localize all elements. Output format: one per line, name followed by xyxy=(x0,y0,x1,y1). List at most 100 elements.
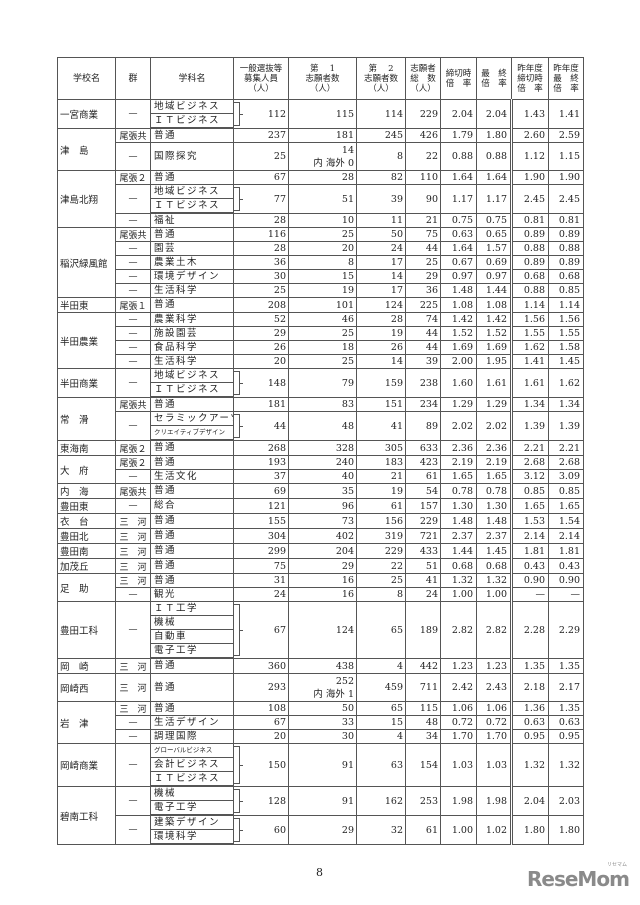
prev-final-ratio-cell: 0.63 xyxy=(548,715,584,730)
total-applicants-cell: 189 xyxy=(405,601,441,659)
header-first-choice: 第 1 志願者数 （人） xyxy=(288,57,357,100)
capacity-cell: 20 xyxy=(233,729,289,744)
header-prev-final-ratio: 昨年度 最 終 倍 率 xyxy=(548,57,584,100)
header-deadline-ratio: 締切時 倍 率 xyxy=(440,57,477,100)
total-applicants-cell: 633 xyxy=(405,440,441,456)
group-cell: — xyxy=(115,715,151,730)
table-row: — 調理国際 20 30 4 34 1.70 1.70 0.95 0.95 xyxy=(58,729,584,744)
total-applicants-cell: 21 xyxy=(405,213,441,228)
deadline-ratio-cell: 1.98 xyxy=(440,786,477,816)
total-applicants-cell: 74 xyxy=(405,312,441,327)
school-name: 碧南工科 xyxy=(57,786,116,845)
table-row: — 環境デザイン 30 15 14 29 0.97 0.97 0.68 0.68 xyxy=(58,269,584,284)
department-name: 生活科学 xyxy=(154,285,199,296)
capacity-cell: 121 xyxy=(233,498,289,514)
second-choice-cell: 82 xyxy=(356,170,406,185)
table-row: 加茂丘三 河普通 75 29 22 51 0.68 0.68 0.43 0.43 xyxy=(57,558,584,574)
deadline-ratio-cell: 1.42 xyxy=(440,312,477,327)
prev-final-ratio-cell: 2.59 xyxy=(548,128,584,143)
capacity-cell: 75 xyxy=(233,558,289,574)
first-choice-cell: 25 xyxy=(288,354,357,369)
final-ratio-cell: 0.65 xyxy=(476,227,513,242)
first-choice-cell: 16 xyxy=(288,573,357,588)
total-applicants-cell: 22 xyxy=(405,142,441,171)
department-cell: 機械 電子工学 xyxy=(150,786,243,816)
first-choice-value: 14 xyxy=(341,144,354,156)
group-cell: 三 河 xyxy=(115,528,151,544)
department-name: 調理国際 xyxy=(154,731,199,742)
group-cell: — xyxy=(115,241,151,256)
table-row: 内 海尾張共 普通 69 35 19 54 0.78 0.78 0.85 0.85 xyxy=(57,483,584,499)
department-cell: 地域ビジネス ＩＴビジネス xyxy=(150,99,243,129)
second-choice-cell: 22 xyxy=(356,558,406,574)
deadline-ratio-cell: 0.97 xyxy=(440,269,477,284)
group-cell: — xyxy=(115,255,151,270)
deadline-ratio-cell: 2.00 xyxy=(440,354,477,369)
prev-deadline-ratio-cell: 0.89 xyxy=(511,255,549,270)
second-choice-cell: 61 xyxy=(356,498,406,514)
group-cell: 三 河 xyxy=(115,543,151,559)
final-ratio-cell: 0.75 xyxy=(476,213,513,228)
final-ratio-cell: 2.82 xyxy=(476,601,513,659)
group-cell: — xyxy=(115,786,151,816)
final-ratio-cell: 1.06 xyxy=(476,701,513,716)
total-applicants-cell: 238 xyxy=(405,368,441,398)
department-cell: ＩＴ工学 機械 自動車 電子工学 xyxy=(150,601,243,659)
department-name: 普通 xyxy=(154,457,177,468)
prev-deadline-ratio-cell: 1.90 xyxy=(511,170,549,185)
department-name: 観光 xyxy=(154,589,177,600)
second-choice-cell: 156 xyxy=(356,513,406,529)
first-choice-cell: 29 xyxy=(288,558,357,574)
prev-deadline-ratio-cell: 0.89 xyxy=(511,227,549,242)
group-cell: — xyxy=(115,269,151,284)
department-name: 普通 xyxy=(154,660,177,671)
second-choice-cell: 159 xyxy=(356,368,406,398)
bracket-mark xyxy=(234,102,243,126)
group-cell: 三 河 xyxy=(115,701,151,716)
department-name: 普通 xyxy=(154,299,177,310)
department-cell: 普通 xyxy=(150,297,234,313)
department-name: 普通 xyxy=(154,172,177,183)
final-ratio-cell: 1.69 xyxy=(476,340,513,355)
second-choice-cell: 11 xyxy=(356,213,406,228)
capacity-cell: 193 xyxy=(233,455,289,470)
bracket-mark xyxy=(234,371,243,395)
deadline-ratio-cell: 1.48 xyxy=(440,513,477,529)
total-applicants-cell: 44 xyxy=(405,326,441,341)
capacity-cell: 25 xyxy=(233,142,289,171)
prev-deadline-ratio-cell: 1.34 xyxy=(511,397,549,412)
prev-final-ratio-cell: 3.09 xyxy=(548,469,584,484)
total-applicants-cell: 234 xyxy=(405,397,441,412)
final-ratio-cell: 1.32 xyxy=(476,573,513,588)
prev-final-ratio-cell: 2.21 xyxy=(548,440,584,456)
capacity-cell: 25 xyxy=(233,283,289,298)
total-applicants-cell: 229 xyxy=(405,99,441,129)
school-name: 津 島 xyxy=(57,128,116,171)
first-choice-cell: 30 xyxy=(288,729,357,744)
prev-final-ratio-cell: 2.14 xyxy=(548,528,584,544)
department-cell: 農業土木 xyxy=(150,255,234,270)
table-row: 豊田南三 河普通 299 204 229 433 1.44 1.45 1.81 1.81 xyxy=(57,543,584,559)
first-choice-cell: 83 xyxy=(288,397,357,412)
total-applicants-cell: 34 xyxy=(405,729,441,744)
department-cell: 普通 xyxy=(150,513,234,529)
prev-final-ratio-cell: 1.41 xyxy=(548,99,584,129)
table-row: — 施設園芸 29 25 19 44 1.52 1.52 1.55 1.55 xyxy=(58,326,584,341)
header-row: 学校名 群 学科名 一般選抜等 募集人員 （人） 第 1 志願者数 （人） 第 … xyxy=(57,57,584,100)
school-name: 津島北翔 xyxy=(57,170,116,228)
table-row: — 福祉 28 10 11 21 0.75 0.75 0.81 0.81 xyxy=(58,213,584,228)
prev-final-ratio-cell: 1.56 xyxy=(548,312,584,327)
deadline-ratio-cell: 1.30 xyxy=(440,498,477,514)
department-cell: 農業科学 xyxy=(150,312,234,327)
final-ratio-cell: 2.43 xyxy=(476,673,513,702)
prev-deadline-ratio-cell: — xyxy=(511,587,549,602)
group-cell: — xyxy=(115,213,151,228)
second-choice-cell: 114 xyxy=(356,99,406,129)
first-choice-cell: 20 xyxy=(288,241,357,256)
prev-deadline-ratio-cell: 1.41 xyxy=(511,354,549,369)
department-name: 地域ビジネス xyxy=(151,369,233,383)
group-cell: — xyxy=(115,743,151,787)
total-applicants-cell: 721 xyxy=(405,528,441,544)
final-ratio-cell: 1.42 xyxy=(476,312,513,327)
prev-deadline-ratio-cell: 0.88 xyxy=(511,241,549,256)
